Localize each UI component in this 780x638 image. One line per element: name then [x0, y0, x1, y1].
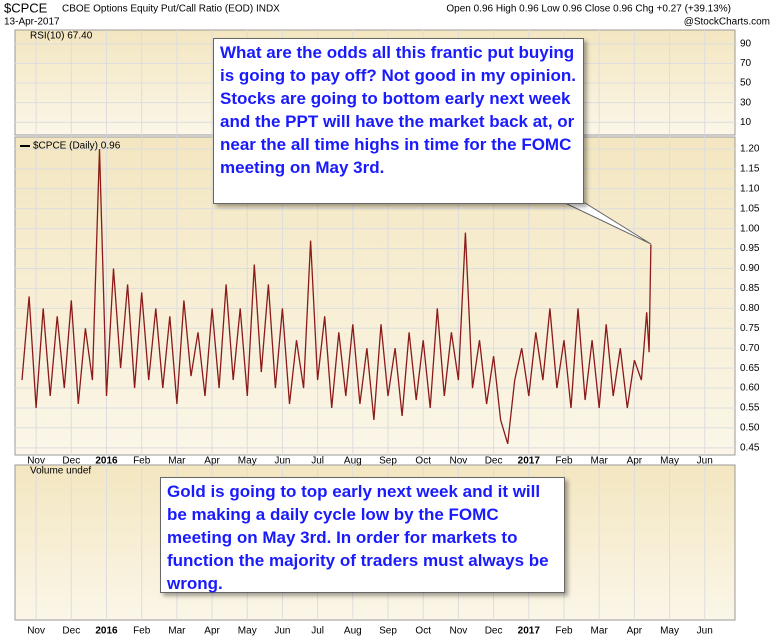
x-tick-label: 2017 [518, 456, 541, 467]
y-tick-label: 10 [740, 117, 752, 128]
x-tick-label: May [238, 456, 257, 467]
y-tick-label: 0.85 [740, 283, 760, 294]
subtitle: CBOE Options Equity Put/Call Ratio (EOD)… [62, 4, 280, 15]
y-tick-label: 90 [740, 38, 752, 49]
y-tick-label: 0.80 [740, 303, 760, 314]
y-tick-label: 0.45 [740, 442, 760, 453]
x-tick-label: Mar [168, 626, 186, 637]
x-tick-label: Dec [62, 626, 80, 637]
x-tick-label: May [660, 626, 679, 637]
x-tick-label: Aug [344, 626, 362, 637]
y-tick-label: 1.00 [740, 223, 760, 234]
x-tick-label: Sep [379, 456, 397, 467]
x-tick-label: Oct [415, 626, 431, 637]
x-tick-label: May [238, 626, 257, 637]
date: 13-Apr-2017 [4, 17, 60, 28]
x-tick-label: Apr [204, 456, 220, 467]
symbol: $CPCE [4, 0, 48, 15]
y-tick-label: 1.05 [740, 203, 760, 214]
x-tick-label: Dec [62, 456, 80, 467]
x-tick-label: Jun [697, 626, 713, 637]
x-tick-label: Nov [27, 456, 45, 467]
y-tick-label: 0.95 [740, 243, 760, 254]
volume-label: Volume undef [30, 466, 91, 477]
y-tick-label: 70 [740, 58, 752, 69]
x-tick-label: Nov [450, 626, 468, 637]
x-tick-label: 2016 [95, 456, 118, 467]
x-tick-label: Apr [627, 626, 643, 637]
y-tick-label: 0.60 [740, 383, 760, 394]
y-tick-label: 0.70 [740, 343, 760, 354]
y-tick-label: 50 [740, 78, 752, 89]
x-tick-label: Sep [379, 626, 397, 637]
y-tick-label: 0.55 [740, 403, 760, 414]
x-tick-label: Nov [27, 626, 45, 637]
y-tick-label: 30 [740, 97, 752, 108]
y-tick-label: 0.90 [740, 263, 760, 274]
x-tick-label: May [660, 456, 679, 467]
x-tick-label: Dec [485, 626, 503, 637]
x-tick-label: Jun [274, 626, 290, 637]
x-tick-label: Feb [133, 626, 151, 637]
x-tick-label: Apr [204, 626, 220, 637]
x-tick-label: Jul [311, 626, 324, 637]
x-tick-label: 2016 [95, 626, 118, 637]
x-tick-label: Feb [133, 456, 151, 467]
y-tick-label: 1.20 [740, 144, 760, 155]
x-tick-label: Jun [274, 456, 290, 467]
x-tick-label: Oct [415, 456, 431, 467]
quote: Open 0.96 High 0.96 Low 0.96 Close 0.96 … [446, 4, 731, 15]
y-tick-label: 1.15 [740, 164, 760, 175]
x-tick-label: 2017 [518, 626, 541, 637]
x-tick-label: Aug [344, 456, 362, 467]
x-tick-label: Mar [591, 626, 609, 637]
source: @StockCharts.com [684, 17, 770, 28]
rsi-label: RSI(10) 67.40 [30, 31, 93, 42]
y-tick-label: 0.65 [740, 363, 760, 374]
y-tick-label: 0.50 [740, 423, 760, 434]
x-tick-label: Jun [697, 456, 713, 467]
x-tick-label: Nov [450, 456, 468, 467]
x-tick-label: Jul [311, 456, 324, 467]
y-tick-label: 1.10 [740, 183, 760, 194]
x-tick-label: Apr [627, 456, 643, 467]
x-tick-label: Feb [555, 456, 573, 467]
y-tick-label: 0.75 [740, 323, 760, 334]
legend: $CPCE (Daily) 0.96 [33, 141, 121, 152]
series-line [21, 148, 652, 444]
x-tick-label: Feb [555, 626, 573, 637]
annotation: Gold is going to top early next week and… [160, 477, 565, 593]
x-tick-label: Mar [168, 456, 186, 467]
x-tick-label: Dec [485, 456, 503, 467]
annotation: What are the odds all this frantic put b… [213, 38, 584, 204]
x-tick-label: Mar [591, 456, 609, 467]
